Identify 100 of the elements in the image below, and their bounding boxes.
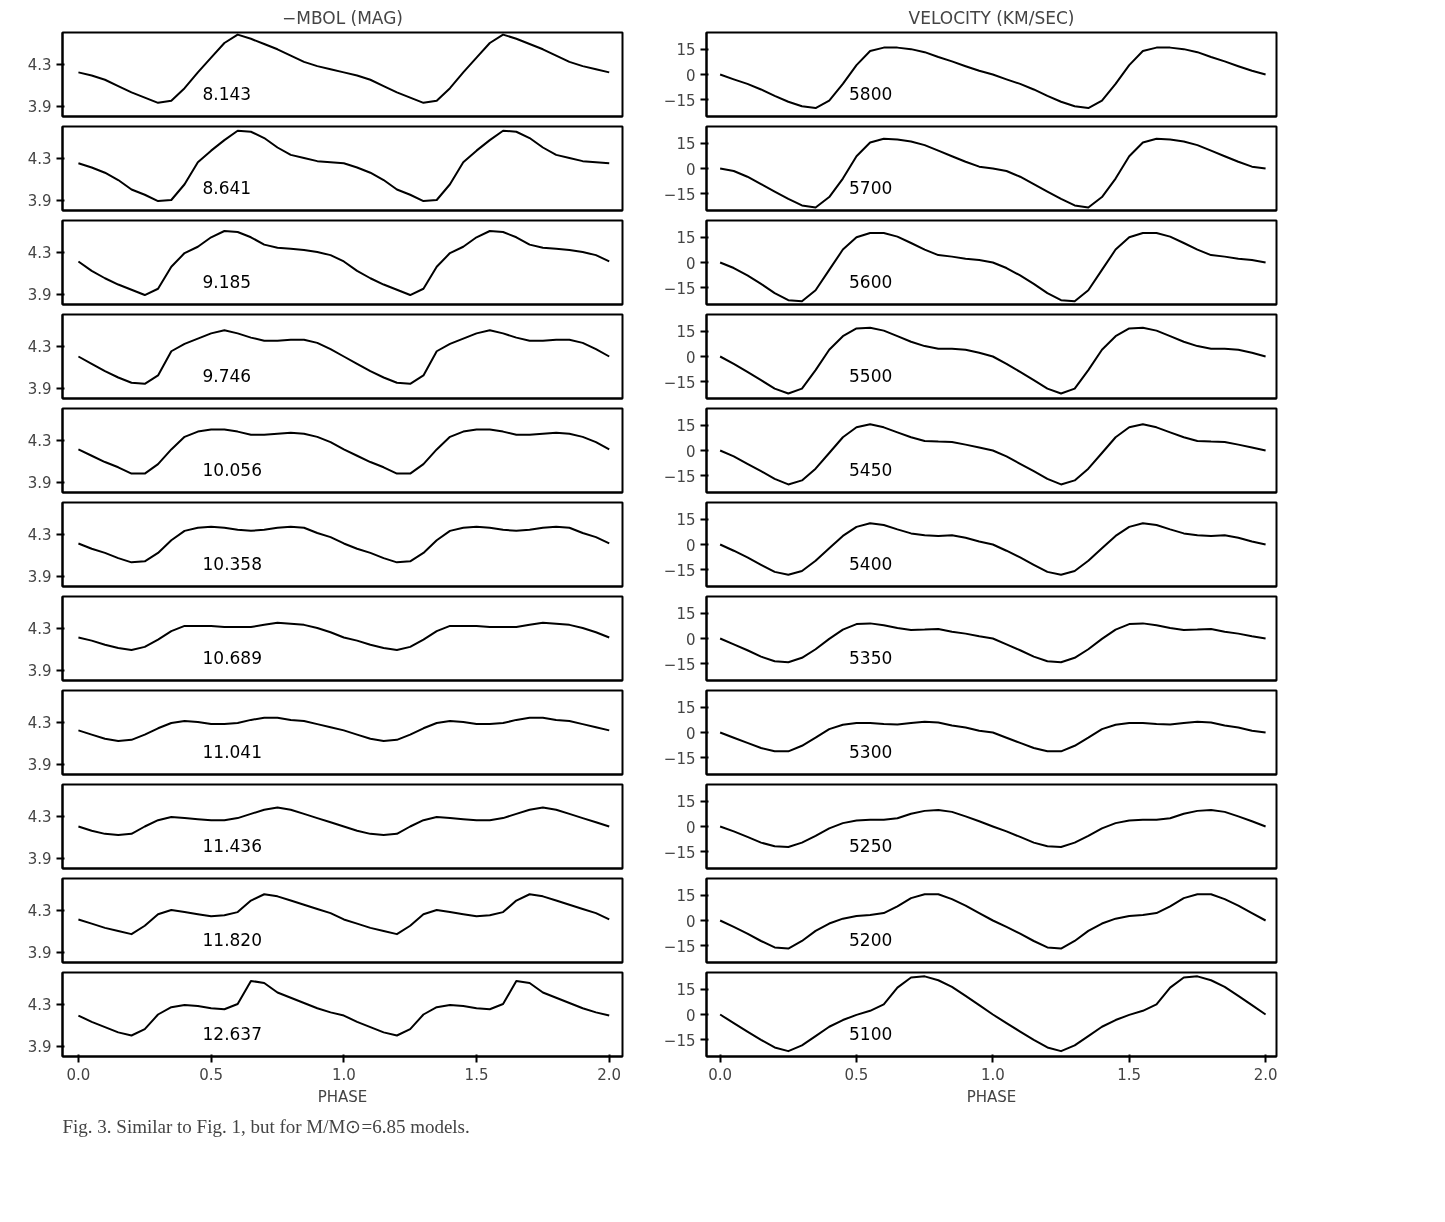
y-tick-label: 15: [676, 41, 696, 60]
caption: Fig. 3. Similar to Fig. 1, but for M/M⊙=6.85 models.: [62, 1115, 470, 1137]
line-series: [719, 326, 1267, 395]
y-tick-label: 0: [685, 630, 696, 649]
series-label: 11.820: [202, 929, 262, 950]
y-tick-label: 15: [676, 793, 696, 812]
y-tick-label: 0: [685, 912, 696, 931]
y-tick-label: 0: [685, 66, 696, 85]
line-series: [719, 423, 1267, 486]
line-series: [719, 46, 1267, 110]
x-tick-label: 0.0: [708, 1065, 733, 1084]
x-axis-title: PHASE: [317, 1087, 368, 1106]
line-series: [719, 522, 1267, 576]
y-tick-label: −15: [663, 561, 696, 580]
chart-title: VELOCITY (KM/SEC): [908, 7, 1075, 28]
y-tick-label: 3.9: [27, 850, 52, 868]
y-tick-label: 3.9: [27, 944, 52, 962]
series-label: 5700: [849, 177, 893, 198]
y-tick-label: 15: [676, 605, 696, 624]
y-tick-label: 3.9: [27, 380, 52, 398]
y-tick-label: 15: [676, 511, 696, 530]
y-tick-label: 0: [685, 254, 696, 273]
y-tick-label: 3.9: [27, 1038, 52, 1056]
y-tick-label: 4.3: [27, 150, 52, 168]
line-series: [77, 716, 611, 742]
y-tick-label: 4.3: [27, 338, 52, 356]
series-label: 10.689: [202, 647, 262, 668]
line-series: [719, 231, 1267, 303]
x-tick-label: 0.0: [66, 1065, 91, 1084]
y-tick-label: −15: [663, 373, 696, 392]
series-label: 5500: [849, 365, 893, 386]
line-series: [77, 621, 611, 652]
y-tick-label: 3.9: [27, 98, 52, 116]
y-tick-label: 0: [685, 442, 696, 461]
y-tick-label: 3.9: [27, 286, 52, 304]
series-label: 11.041: [202, 741, 262, 762]
y-tick-label: 4.3: [27, 56, 52, 74]
series-label: 8.641: [202, 177, 252, 198]
y-tick-label: 3.9: [27, 662, 52, 680]
y-tick-label: −15: [663, 937, 696, 956]
series-label: 5600: [849, 271, 893, 292]
y-tick-label: 4.3: [27, 808, 52, 826]
y-tick-label: −15: [663, 467, 696, 486]
series-label: 8.143: [202, 83, 252, 104]
line-series: [77, 129, 611, 203]
series-label: 9.746: [202, 365, 252, 386]
line-series: [77, 428, 611, 475]
series-label: 5800: [849, 83, 893, 104]
line-series: [77, 329, 611, 385]
x-axis-title: PHASE: [966, 1087, 1017, 1106]
y-tick-label: 15: [676, 699, 696, 718]
series-label: 5400: [849, 553, 893, 574]
line-series: [719, 975, 1267, 1053]
y-tick-label: −15: [663, 91, 696, 110]
y-tick-label: 0: [685, 1006, 696, 1025]
y-tick-label: 0: [685, 818, 696, 837]
y-tick-label: 4.3: [27, 244, 52, 262]
line-series: [719, 622, 1267, 664]
series-label: 10.358: [202, 553, 262, 574]
y-tick-label: 15: [676, 135, 696, 154]
y-tick-label: 4.3: [27, 432, 52, 450]
x-tick-label: 0.5: [199, 1065, 224, 1084]
x-tick-label: 1.0: [331, 1065, 356, 1084]
y-tick-label: 15: [676, 229, 696, 248]
y-tick-label: 3.9: [27, 474, 52, 492]
line-series: [719, 893, 1267, 950]
y-tick-label: 0: [685, 160, 696, 179]
series-label: 5100: [849, 1023, 893, 1044]
series-label: 5350: [849, 647, 893, 668]
series-label: 5250: [849, 835, 893, 856]
chart-title: −MBOL (MAG): [282, 7, 403, 28]
series-label: 5300: [849, 741, 893, 762]
y-tick-label: −15: [663, 185, 696, 204]
y-tick-label: 4.3: [27, 526, 52, 544]
y-tick-label: 3.9: [27, 568, 52, 586]
y-tick-label: 4.3: [27, 996, 52, 1014]
series-label: 10.056: [202, 459, 262, 480]
x-tick-label: 2.0: [597, 1065, 622, 1084]
y-tick-label: 4.3: [27, 902, 52, 920]
series-label: 11.436: [202, 835, 262, 856]
series-label: 12.637: [202, 1023, 262, 1044]
series-label: 9.185: [202, 271, 252, 292]
x-tick-label: 1.0: [980, 1065, 1005, 1084]
y-tick-label: −15: [663, 1031, 696, 1050]
line-series: [77, 806, 611, 836]
x-tick-label: 2.0: [1253, 1065, 1278, 1084]
y-tick-label: −15: [663, 749, 696, 768]
series-label: 5200: [849, 929, 893, 950]
line-series: [77, 230, 611, 297]
y-tick-label: 15: [676, 887, 696, 906]
series-label: 5450: [849, 459, 893, 480]
y-tick-label: 4.3: [27, 620, 52, 638]
y-tick-label: 0: [685, 536, 696, 555]
y-tick-label: −15: [663, 655, 696, 674]
x-tick-label: 1.5: [1117, 1065, 1142, 1084]
y-tick-label: 4.3: [27, 714, 52, 732]
line-series: [719, 137, 1267, 209]
x-tick-label: 0.5: [844, 1065, 869, 1084]
y-tick-label: −15: [663, 279, 696, 298]
y-tick-label: 0: [685, 724, 696, 743]
